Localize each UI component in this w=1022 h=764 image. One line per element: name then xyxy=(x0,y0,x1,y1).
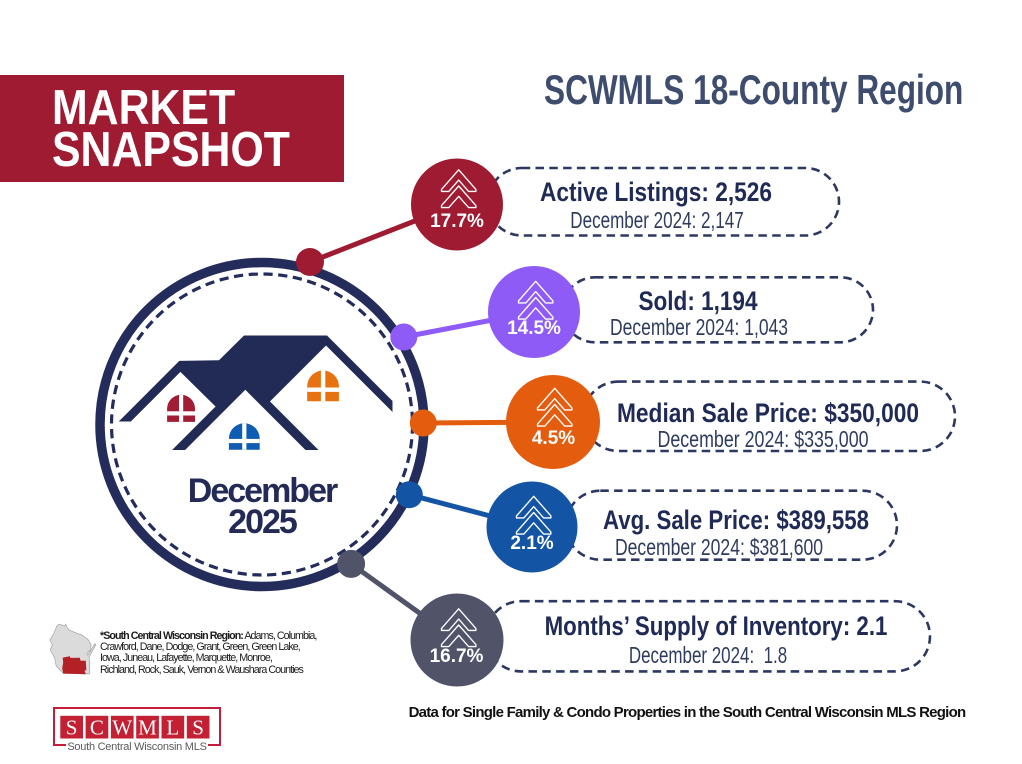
svg-text:M: M xyxy=(138,716,157,740)
svg-text:L: L xyxy=(166,716,179,740)
svg-text:C: C xyxy=(90,716,104,740)
svg-text:S: S xyxy=(66,716,78,740)
svg-text:W: W xyxy=(112,716,132,740)
svg-text:S: S xyxy=(192,716,204,740)
